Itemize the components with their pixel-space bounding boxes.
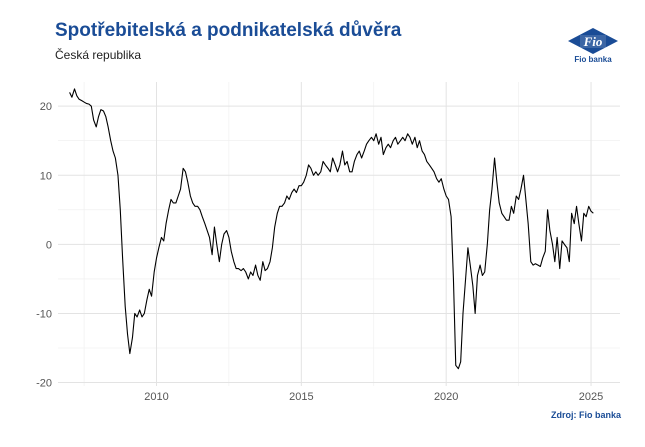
x-axis-ticks: 2010 2015 2020 2025 [144,391,603,403]
y-tick-label: 10 [40,170,52,182]
logo-text: Fio banka [574,55,612,64]
x-tick-label: 2020 [434,391,458,403]
chart-subtitle: Česká republika [55,48,142,62]
grid [58,82,620,386]
y-axis-ticks: -20 -10 0 10 20 [36,101,52,389]
x-tick-label: 2010 [144,391,168,403]
x-tick-label: 2015 [289,391,313,403]
y-tick-label: -10 [36,308,52,320]
series-line [69,88,594,370]
fio-logo: Fio Fio banka [566,26,620,66]
y-tick-label: 0 [46,239,52,251]
chart-title: Spotřebitelská a podnikatelská důvěra [55,20,402,41]
y-tick-label: -20 [36,378,52,390]
fio-flag-icon: Fio [568,28,618,54]
x-tick-label: 2025 [579,391,603,403]
logo-mark: Fio [583,34,603,49]
source-note: Zdroj: Fio banka [550,410,621,420]
y-tick-label: 20 [40,101,52,113]
series-group [69,88,594,370]
